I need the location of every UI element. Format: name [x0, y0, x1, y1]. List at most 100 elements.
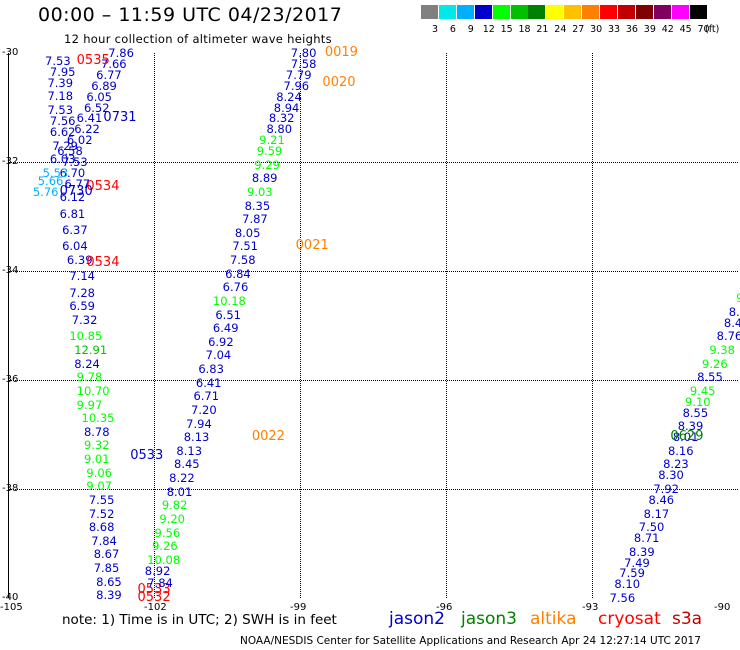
wave-height-value: 8.35: [244, 198, 271, 213]
legend-swatch: [474, 5, 492, 19]
legend-swatch: [546, 5, 564, 19]
wave-height-value: 8.48: [723, 315, 740, 330]
lon-label: -99: [290, 602, 307, 613]
wave-height-value: 7.84: [147, 575, 173, 590]
wave-height-value: 8.13: [176, 443, 203, 458]
wave-height-value: 8.24: [276, 89, 302, 104]
legend-label: 15: [500, 24, 513, 35]
wave-height-value: 7.50: [638, 520, 665, 535]
wave-height-value: 8.30: [658, 468, 684, 483]
legend-label: 39: [643, 24, 656, 35]
wave-height-value: 8.71: [633, 531, 660, 546]
legend-label: 27: [572, 24, 585, 35]
wave-height-value: 6.58: [57, 144, 83, 159]
legend-label: 21: [536, 24, 549, 35]
wave-height-value: 7.92: [653, 482, 679, 496]
wave-height-value: 9.20: [159, 511, 185, 526]
wave-height-value: 7.94: [186, 416, 212, 431]
wave-height-value: 7.86: [108, 46, 134, 60]
wave-height-value: 7.53: [47, 103, 74, 118]
legend-swatch: [492, 5, 510, 19]
wave-height-value: 9.26: [702, 356, 728, 371]
legend-swatch: [635, 5, 653, 19]
wave-height-value: 7.55: [88, 492, 115, 507]
satellite-key-jason2: jason2: [389, 609, 445, 629]
wave-height-value: 10.70: [76, 383, 110, 398]
wave-height-value: 6.51: [215, 307, 241, 322]
wave-height-value: 7.66: [101, 56, 127, 71]
legend-label: 36: [625, 24, 638, 35]
wave-height-value: 7.58: [290, 56, 317, 71]
legend-label: 42: [661, 24, 674, 35]
wave-height-value: 6.59: [69, 299, 95, 314]
wave-height-value: 6.71: [193, 389, 220, 404]
wave-height-value: 7.28: [69, 285, 95, 300]
legend-swatch: [510, 5, 528, 19]
track-time-label: 0629: [670, 429, 704, 445]
wave-height-value: 9.29: [254, 157, 280, 172]
wave-height-value: 9.82: [161, 498, 188, 513]
wave-height-value: 6.22: [74, 122, 100, 137]
legend-swatch: [564, 5, 582, 19]
lat-label: -32: [2, 156, 19, 167]
wave-height-value: 6.89: [91, 78, 117, 93]
wave-height-value: 9.06: [86, 465, 112, 480]
wave-height-value: 7.20: [191, 402, 217, 417]
wave-height-value: 8.05: [234, 225, 261, 240]
wave-height-value: 8.68: [88, 520, 115, 535]
wave-height-value: 7.53: [62, 155, 88, 169]
legend-label: 3: [432, 24, 439, 35]
wave-height-value: 9.78: [76, 370, 103, 385]
legend-swatch: [438, 5, 456, 19]
wave-height-value: 6.83: [198, 362, 224, 377]
wave-height-value: 7.95: [49, 65, 76, 80]
wave-height-value: 6.52: [83, 100, 110, 115]
wave-height-value: 8.80: [266, 122, 293, 137]
wave-height-value: 6.02: [66, 133, 93, 148]
legend-label: 9: [467, 24, 474, 35]
map-subtitle: 12 hour collection of altimeter wave hei…: [64, 32, 332, 46]
lat-label: -38: [2, 483, 19, 494]
wave-height-value: 7.56: [609, 591, 636, 605]
wave-height-value: 6.77: [96, 67, 122, 82]
track-time-label: 0021: [295, 238, 329, 254]
grid-line-lat: [8, 380, 738, 381]
wave-height-value: 7.56: [49, 114, 76, 129]
legend-swatch: [617, 5, 635, 19]
wave-height-value: 5.66: [37, 174, 64, 189]
wave-height-value: 9.56: [154, 525, 181, 540]
wave-height-value: 8.78: [83, 424, 110, 439]
wave-height-value: 7.04: [205, 348, 232, 363]
wave-height-value: 7.51: [232, 239, 258, 254]
wave-height-value: 6.49: [212, 321, 239, 336]
wave-height-value: 10.18: [212, 293, 246, 308]
wave-height-value: 6.04: [62, 239, 88, 254]
wave-height-value: 7.79: [285, 67, 312, 82]
wave-height-value: 8.23: [663, 457, 689, 472]
legend-label: 6: [449, 24, 456, 35]
wave-height-value: 9.07: [86, 479, 112, 494]
grid-line-lon: [446, 53, 447, 598]
wave-height-value: 8.55: [697, 370, 723, 385]
legend-label: 33: [608, 24, 621, 35]
wave-height-value: 7.58: [229, 253, 256, 268]
wave-height-value: 6.70: [59, 165, 86, 180]
wave-height-value: 8.46: [648, 492, 675, 507]
grid-line-lat: [8, 162, 738, 163]
wave-height-value: 9.38: [709, 343, 735, 358]
track-time-label: 0022: [251, 429, 285, 445]
wave-height-value: 7.32: [71, 313, 98, 328]
grid-line-lon: [154, 53, 155, 598]
wave-height-value: 12.91: [74, 343, 108, 358]
lat-label: -30: [2, 47, 19, 58]
legend-label: 70: [697, 24, 710, 35]
wave-height-value: 8.03: [728, 304, 740, 319]
track-time-label: 0535: [76, 53, 110, 69]
map-frame: [8, 53, 739, 598]
wave-height-value: 9.26: [152, 539, 178, 554]
wave-height-value: 8.17: [643, 506, 670, 521]
wave-height-value: 6.84: [225, 266, 251, 281]
wave-height-value: 5.76: [32, 184, 59, 199]
grid-line-lon: [592, 53, 593, 598]
wave-height-value: 7.96: [283, 78, 310, 93]
